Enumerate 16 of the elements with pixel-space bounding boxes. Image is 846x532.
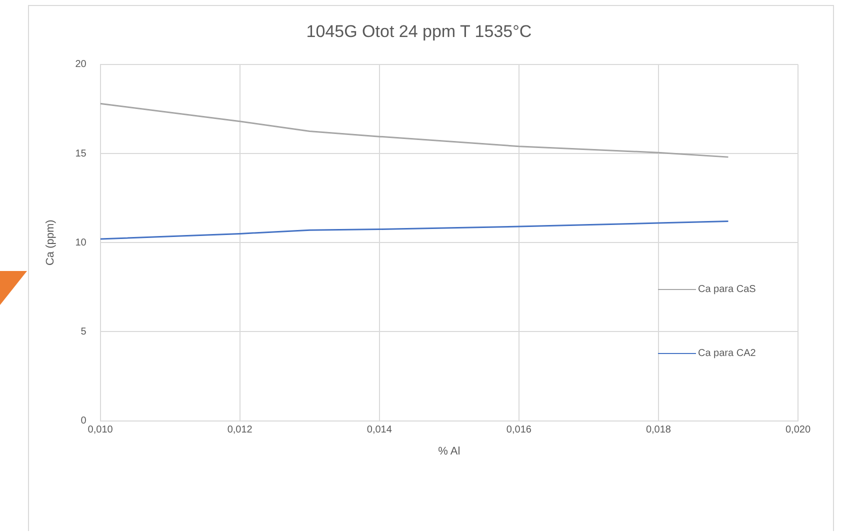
x-tick-label: 0,010 — [88, 424, 114, 436]
y-tick-label: 15 — [75, 148, 87, 160]
y-axis-title: Ca (ppm) — [44, 220, 57, 266]
x-axis-title: % Al — [438, 445, 460, 458]
y-tick-label: 0 — [80, 416, 87, 427]
x-tick-label: 0,012 — [227, 424, 253, 436]
x-tick-label: 0,020 — [785, 424, 811, 436]
y-tick-label: 20 — [75, 59, 87, 70]
legend-label: Ca para CaS — [698, 284, 756, 294]
x-tick-label: 0,018 — [646, 424, 672, 436]
y-tick-label: 10 — [75, 237, 87, 248]
chart-title: 1045G Otot 24 ppm T 1535°C — [306, 22, 532, 41]
x-tick-label: 0,014 — [366, 424, 392, 436]
legend-label: Ca para CA2 — [698, 348, 756, 358]
y-tick-label: 5 — [80, 326, 87, 338]
x-tick-label: 0,016 — [506, 424, 532, 436]
